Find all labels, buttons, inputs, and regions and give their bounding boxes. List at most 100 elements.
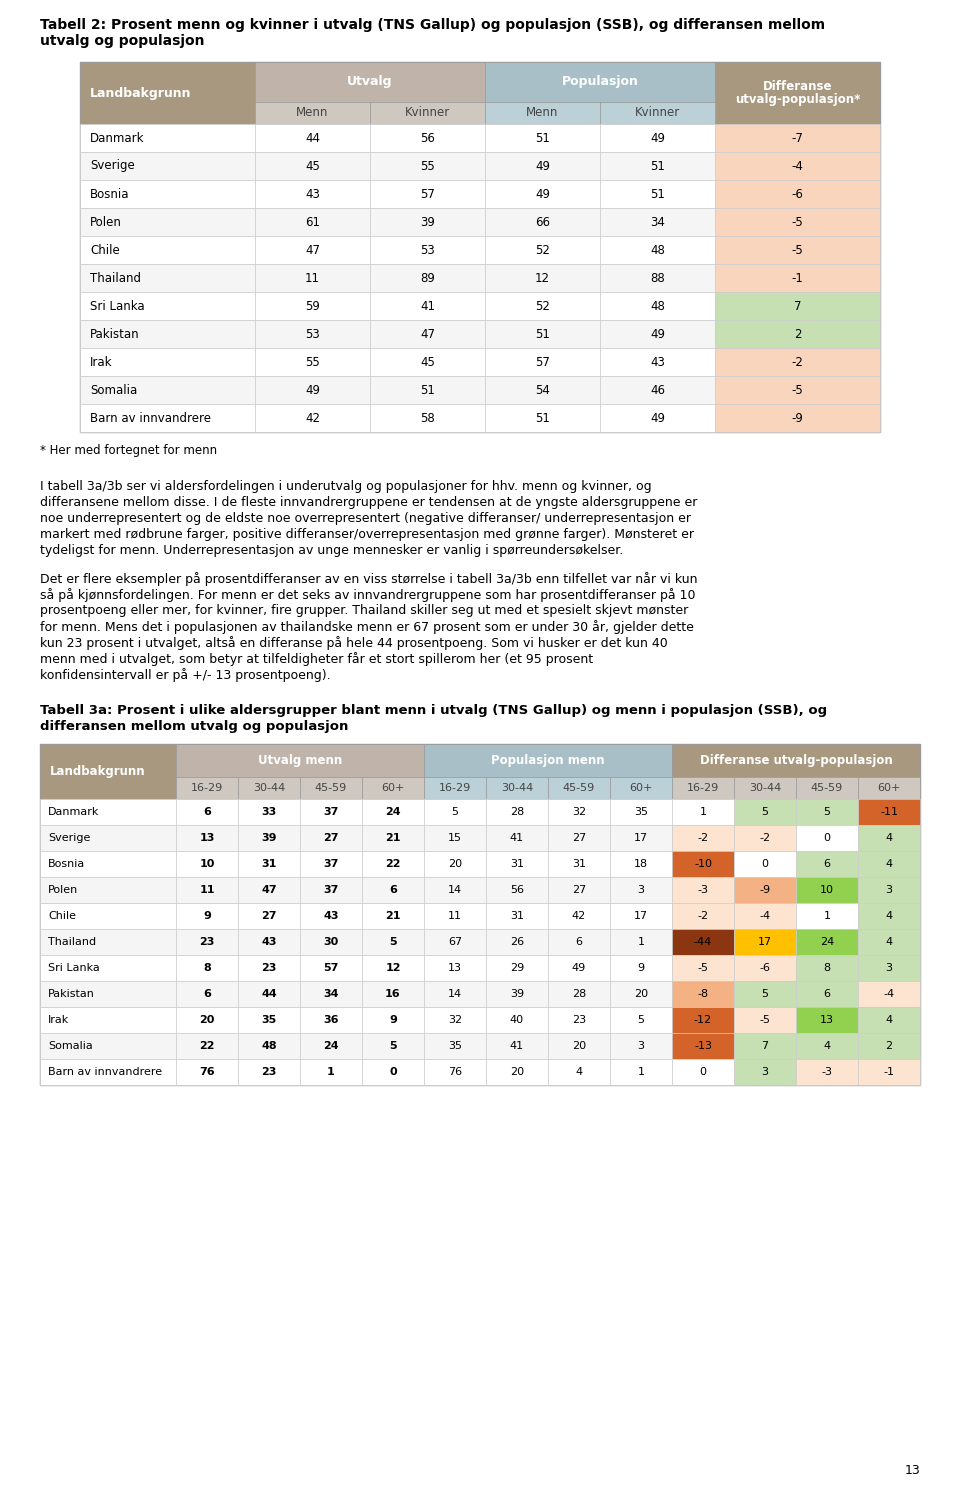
Text: Danmark: Danmark [90, 131, 145, 144]
Text: 46: 46 [650, 384, 665, 396]
Bar [255, 405, 370, 432]
Text: 1: 1 [700, 806, 707, 817]
Bar [300, 851, 362, 876]
Bar [548, 1059, 610, 1085]
Text: 17: 17 [758, 937, 772, 946]
Bar [610, 1007, 672, 1033]
Bar [300, 1059, 362, 1085]
Bar [485, 348, 600, 376]
Text: 13: 13 [820, 1015, 834, 1025]
Text: 4: 4 [885, 1015, 893, 1025]
Bar [734, 1033, 796, 1059]
Bar [486, 777, 548, 799]
Bar [486, 876, 548, 903]
Bar [362, 1033, 424, 1059]
Text: Landbakgrunn: Landbakgrunn [50, 765, 146, 778]
Text: 30-44: 30-44 [749, 783, 781, 793]
Bar [255, 376, 370, 405]
Text: 76: 76 [448, 1067, 462, 1077]
Text: for menn. Mens det i populasjonen av thailandske menn er 67 prosent som er under: for menn. Mens det i populasjonen av tha… [40, 620, 694, 634]
Bar [734, 799, 796, 824]
Bar [238, 1007, 300, 1033]
Text: 45-59: 45-59 [563, 783, 595, 793]
Text: 13: 13 [904, 1464, 920, 1476]
Text: 3: 3 [637, 1042, 644, 1051]
Bar [734, 1007, 796, 1033]
Text: 29: 29 [510, 963, 524, 973]
Text: 27: 27 [261, 911, 276, 921]
Bar [362, 851, 424, 876]
Bar [176, 981, 238, 1007]
Text: -4: -4 [759, 911, 771, 921]
Text: 8: 8 [824, 963, 830, 973]
Bar [672, 929, 734, 955]
Text: 44: 44 [261, 990, 276, 998]
Bar [796, 1007, 858, 1033]
Text: 4: 4 [824, 1042, 830, 1051]
Text: 10: 10 [820, 885, 834, 894]
Text: 13: 13 [448, 963, 462, 973]
Text: 20: 20 [510, 1067, 524, 1077]
Text: 24: 24 [385, 806, 401, 817]
Text: 1: 1 [824, 911, 830, 921]
Text: 44: 44 [305, 131, 320, 144]
Bar [734, 876, 796, 903]
Bar [672, 1007, 734, 1033]
Text: 45-59: 45-59 [315, 783, 348, 793]
Bar [734, 824, 796, 851]
Bar [40, 929, 176, 955]
Text: -1: -1 [792, 271, 804, 284]
Text: kun 23 prosent i utvalget, altså en differanse på hele 44 prosentpoeng. Som vi h: kun 23 prosent i utvalget, altså en diff… [40, 635, 668, 650]
Text: 43: 43 [261, 937, 276, 946]
Text: 27: 27 [324, 833, 339, 844]
Bar [362, 929, 424, 955]
Bar [255, 348, 370, 376]
Text: 30: 30 [324, 937, 339, 946]
Bar [600, 405, 715, 432]
Bar [176, 824, 238, 851]
Text: 39: 39 [510, 990, 524, 998]
Bar [486, 799, 548, 824]
Text: 28: 28 [510, 806, 524, 817]
Bar [715, 292, 880, 320]
Text: 88: 88 [650, 271, 665, 284]
Bar [485, 103, 600, 124]
Bar [80, 376, 255, 405]
Bar [370, 292, 485, 320]
Text: 66: 66 [535, 216, 550, 229]
Text: Thailand: Thailand [90, 271, 141, 284]
Text: 0: 0 [389, 1067, 396, 1077]
Bar [600, 103, 715, 124]
Text: Sri Lanka: Sri Lanka [90, 299, 145, 312]
Text: 51: 51 [535, 131, 550, 144]
Text: 89: 89 [420, 271, 435, 284]
Text: Sverige: Sverige [48, 833, 90, 844]
Text: 4: 4 [575, 1067, 583, 1077]
Bar [370, 180, 485, 208]
Bar [370, 103, 485, 124]
Text: 16-29: 16-29 [686, 783, 719, 793]
Bar [734, 981, 796, 1007]
Bar [486, 851, 548, 876]
Text: 47: 47 [261, 885, 276, 894]
Bar [600, 152, 715, 180]
Bar [424, 777, 486, 799]
Text: 51: 51 [650, 159, 665, 173]
Bar [796, 851, 858, 876]
Bar [362, 824, 424, 851]
Bar [715, 180, 880, 208]
Bar [858, 851, 920, 876]
Bar [796, 799, 858, 824]
Text: Chile: Chile [48, 911, 76, 921]
Text: 6: 6 [389, 885, 396, 894]
Bar [858, 1059, 920, 1085]
Bar [238, 903, 300, 929]
Bar [300, 955, 362, 981]
Bar [424, 799, 486, 824]
Text: 42: 42 [572, 911, 587, 921]
Text: 48: 48 [261, 1042, 276, 1051]
Text: 49: 49 [305, 384, 320, 396]
Bar [796, 903, 858, 929]
Text: 48: 48 [650, 299, 665, 312]
Bar [858, 777, 920, 799]
